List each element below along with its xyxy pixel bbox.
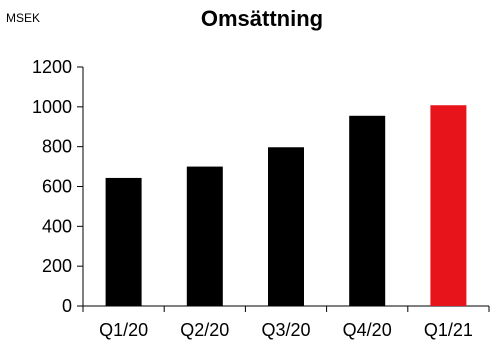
y-unit-label: MSEK xyxy=(6,11,41,25)
x-tick-label: Q2/20 xyxy=(180,320,229,340)
bar xyxy=(105,177,142,306)
chart-title: Omsättning xyxy=(200,6,324,31)
y-tick-label: 0 xyxy=(62,296,72,316)
bar xyxy=(268,147,304,306)
x-tick-label: Q1/20 xyxy=(99,320,148,340)
y-tick-label: 400 xyxy=(42,216,72,236)
y-tick-label: 200 xyxy=(42,256,72,276)
y-tick-label: 1200 xyxy=(32,57,72,77)
x-tick-label: Q4/20 xyxy=(343,320,392,340)
y-tick-label: 600 xyxy=(42,177,72,197)
x-tick-label: Q1/21 xyxy=(424,320,473,340)
y-tick-label: 800 xyxy=(42,137,72,157)
bar xyxy=(430,105,467,307)
x-tick-label: Q3/20 xyxy=(261,320,310,340)
bar xyxy=(186,166,223,306)
bar xyxy=(349,115,386,306)
y-tick-label: 1000 xyxy=(32,97,72,117)
